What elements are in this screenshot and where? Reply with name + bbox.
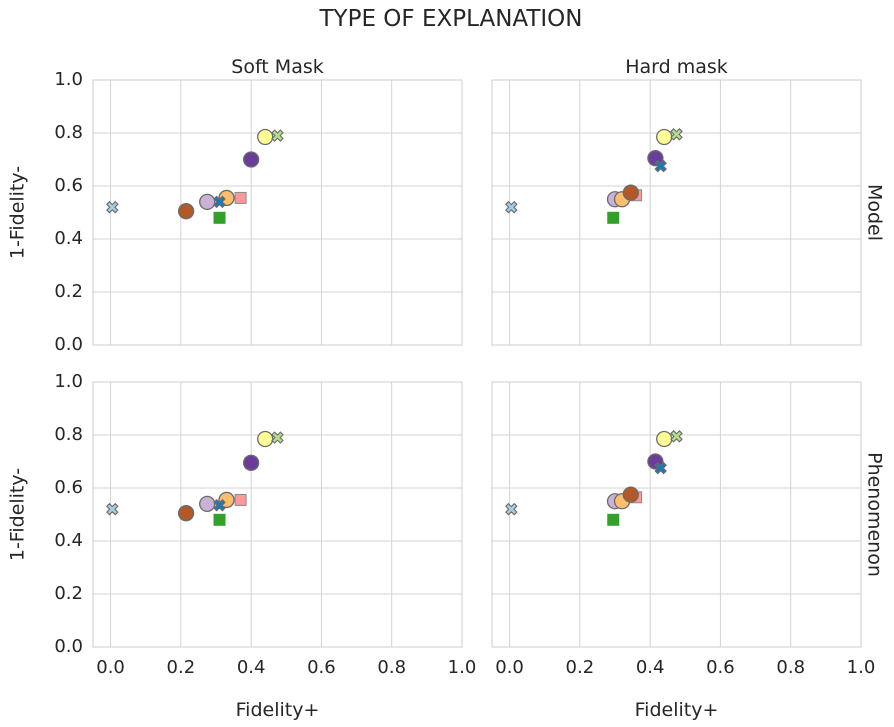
- panels: Soft Mask Hard mask Model Phenomenon 1-Fidel…: [7, 56, 886, 721]
- data-point-circle: [656, 128, 673, 146]
- x-tick-label: 0.8: [377, 657, 406, 678]
- data-point-circle: [257, 430, 274, 448]
- data-point-cross: [213, 498, 226, 512]
- panel-phenomenon-soft-mask: 0.0 0.2 0.4 0.6 0.8 1.0 0.0 0.2 0.4 0.6 0.8 1.0: [54, 371, 476, 678]
- x-tick-label: 0.2: [566, 657, 595, 678]
- data-point-square: [607, 513, 620, 526]
- data-point-cross: [271, 129, 284, 142]
- x-tick-label: 0.0: [495, 657, 524, 678]
- data-point-square: [213, 513, 226, 526]
- data-point-cross: [505, 502, 518, 516]
- x-tick-label: 0.2: [167, 657, 196, 678]
- data-point-square: [607, 211, 620, 224]
- data-point-cross: [654, 159, 667, 173]
- x-tick-label: 0.4: [636, 657, 665, 678]
- y-tick-label: 0.0: [54, 334, 83, 355]
- data-point-circle: [242, 151, 260, 168]
- data-point-cross: [106, 200, 119, 214]
- data-point-cross: [106, 502, 119, 516]
- data-point-cross: [213, 195, 226, 209]
- y-tick-label: 0.8: [54, 424, 83, 445]
- data-point-circle: [177, 505, 195, 522]
- panel-frame: [491, 381, 862, 648]
- x-axis-title: Fidelity+: [635, 699, 719, 721]
- data-point-circle: [242, 454, 260, 471]
- x-tick-label: 1.0: [847, 657, 876, 678]
- y-tick-label: 0.6: [54, 477, 83, 498]
- y-tick-label: 1.0: [54, 371, 83, 392]
- data-point-circle: [622, 486, 639, 503]
- x-tick-label: 0.0: [96, 657, 125, 678]
- y-tick-label: 0.4: [54, 228, 83, 249]
- panel-frame: [92, 79, 463, 346]
- data-point-cross: [670, 128, 683, 141]
- row-title: Phenomenon: [864, 452, 886, 577]
- data-point-square: [213, 211, 226, 224]
- y-tick-label: 1.0: [54, 69, 83, 90]
- data-point-circle: [257, 128, 274, 146]
- x-axis-title: Fidelity+: [236, 699, 320, 721]
- chart-title: TYPE OF EXPLANATION: [319, 6, 583, 32]
- panel-phenomenon-hard-mask: 0.0 0.2 0.4 0.6 0.8 1.0: [491, 381, 876, 678]
- y-tick-label: 0.2: [54, 583, 83, 604]
- y-axis-title: 1-Fidelity-: [7, 166, 29, 259]
- data-point-circle: [622, 184, 639, 201]
- data-point-cross: [654, 461, 667, 475]
- x-tick-label: 0.6: [706, 657, 735, 678]
- column-title: Hard mask: [625, 56, 728, 78]
- data-point-circle: [199, 193, 216, 211]
- data-point-square: [234, 191, 247, 204]
- x-tick-label: 0.4: [237, 657, 266, 678]
- panel-model-hard-mask: [491, 79, 862, 346]
- y-tick-label: 0.4: [54, 530, 83, 551]
- x-tick-label: 0.6: [307, 657, 336, 678]
- y-tick-label: 0.6: [54, 175, 83, 196]
- data-point-cross: [505, 200, 518, 214]
- column-title: Soft Mask: [231, 56, 323, 78]
- panel-frame: [92, 381, 463, 648]
- y-tick-label: 0.0: [54, 636, 83, 657]
- x-tick-label: 0.8: [776, 657, 805, 678]
- data-point-cross: [670, 430, 683, 443]
- y-axis-title: 1-Fidelity-: [7, 468, 29, 561]
- panel-frame: [491, 79, 862, 346]
- row-title: Model: [864, 184, 886, 241]
- data-point-circle: [199, 495, 216, 513]
- y-tick-label: 0.8: [54, 122, 83, 143]
- data-point-square: [234, 493, 247, 506]
- data-point-circle: [656, 430, 673, 448]
- data-point-cross: [271, 431, 284, 444]
- panel-model-soft-mask: 0.0 0.2 0.4 0.6 0.8 1.0: [54, 69, 463, 355]
- y-tick-label: 0.2: [54, 281, 83, 302]
- data-point-circle: [177, 203, 195, 220]
- x-tick-label: 1.0: [448, 657, 477, 678]
